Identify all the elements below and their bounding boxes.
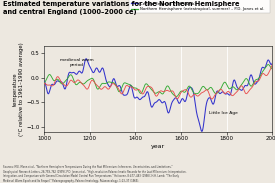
X-axis label: year: year [151, 144, 165, 149]
Text: medieval warm
period: medieval warm period [60, 58, 94, 67]
Text: Estimated temperature variations for the Northern Hemisphere
and central England: Estimated temperature variations for the… [3, 1, 239, 15]
Text: Little Ice Age: Little Ice Age [210, 111, 238, 115]
Legend: Northern Hemisphere (full hemisphere, annual) – M.E. Mann et al., Central Englan: Northern Hemisphere (full hemisphere, an… [130, 0, 270, 13]
Text: Sources: M.E. Mann et al., “Northern Hemisphere Temperatures During the Past Mil: Sources: M.E. Mann et al., “Northern Hem… [3, 165, 186, 183]
Y-axis label: temperature
(°C relative to 1961–1990 average): temperature (°C relative to 1961–1990 av… [12, 42, 24, 136]
